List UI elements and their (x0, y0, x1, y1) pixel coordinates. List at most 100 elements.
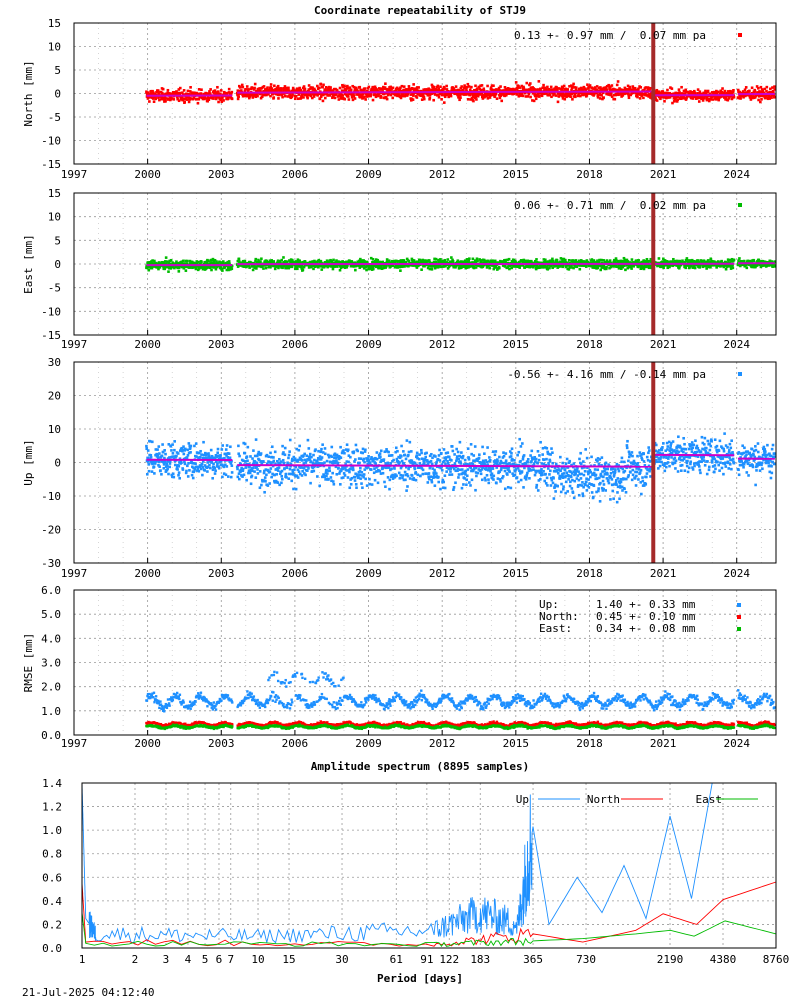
data-point (294, 465, 298, 469)
data-point (590, 258, 594, 261)
data-point (294, 475, 297, 478)
data-point (273, 89, 277, 93)
data-point (276, 481, 280, 484)
data-point (534, 97, 538, 101)
data-point (577, 92, 581, 95)
data-point (301, 469, 304, 473)
data-point (657, 95, 661, 99)
data-point (359, 257, 362, 261)
data-point (243, 259, 247, 263)
data-point (538, 95, 541, 98)
data-point (318, 458, 321, 461)
data-point (256, 452, 260, 456)
data-point (605, 259, 609, 262)
data-point (648, 259, 651, 263)
data-point (178, 449, 182, 452)
data-point (766, 97, 770, 101)
data-point (177, 464, 181, 468)
data-point (389, 93, 393, 97)
data-point (288, 467, 292, 471)
data-point (281, 95, 284, 99)
data-point (682, 89, 686, 93)
data-point (613, 264, 617, 268)
data-point (486, 84, 489, 88)
data-point (467, 85, 471, 88)
data-point (280, 477, 284, 481)
data-point (291, 86, 295, 90)
data-point (625, 261, 628, 265)
data-point (311, 86, 314, 89)
x-tick-label: 2006 (282, 168, 309, 181)
data-point (391, 264, 395, 268)
x-tick-label: 2009 (355, 168, 382, 181)
data-point (209, 456, 212, 460)
data-point (561, 265, 564, 269)
data-point (493, 259, 497, 263)
data-point (528, 265, 532, 269)
data-point (361, 93, 365, 96)
data-point (344, 88, 348, 91)
data-point (308, 260, 312, 264)
data-point (499, 94, 503, 97)
data-point (495, 97, 499, 100)
data-point (676, 95, 680, 98)
data-point (331, 267, 335, 271)
data-point (161, 93, 164, 96)
data-point (645, 94, 649, 97)
data-point (686, 259, 690, 262)
data-point (250, 474, 254, 478)
data-point (466, 82, 470, 86)
data-point (541, 86, 545, 90)
y-tick-label: 0 (54, 457, 61, 470)
data-point (432, 87, 435, 91)
data-point (483, 258, 486, 262)
data-point (690, 264, 693, 268)
data-point (174, 265, 178, 269)
data-point (226, 475, 230, 478)
data-point (178, 91, 181, 95)
data-point (593, 86, 597, 89)
data-point (581, 88, 585, 92)
y-tick-label: 20 (48, 390, 61, 403)
x-tick-label: 2024 (723, 338, 750, 351)
data-point (270, 87, 274, 90)
data-point (550, 88, 554, 92)
data-point (482, 89, 486, 93)
data-point (177, 471, 181, 474)
data-point (214, 457, 217, 461)
data-point (522, 258, 526, 262)
data-point (475, 98, 478, 101)
data-point (338, 268, 342, 272)
data-point (170, 449, 173, 452)
data-point (708, 263, 711, 267)
data-point (227, 87, 231, 91)
data-point (160, 472, 163, 476)
data-point (277, 266, 280, 270)
data-point (763, 96, 767, 100)
data-point (216, 462, 219, 466)
data-point (749, 263, 753, 267)
data-point (481, 263, 484, 267)
data-point (277, 264, 281, 268)
data-point (322, 92, 326, 96)
data-point (473, 88, 476, 92)
data-point (215, 465, 219, 468)
data-point (366, 261, 369, 265)
data-point (543, 266, 547, 269)
data-point (324, 85, 328, 89)
data-point (300, 267, 304, 270)
x-tick-label: 2024 (723, 567, 750, 580)
data-point (176, 92, 180, 95)
data-point (282, 462, 286, 465)
data-point (635, 92, 639, 96)
data-point (597, 260, 601, 263)
data-point (317, 449, 320, 453)
data-point (288, 450, 291, 453)
data-point (706, 264, 710, 267)
data-point (369, 94, 372, 98)
y-tick-label: 10 (48, 423, 61, 436)
data-point (260, 95, 264, 98)
data-point (280, 469, 284, 473)
data-point (398, 261, 401, 264)
data-point (744, 94, 747, 98)
